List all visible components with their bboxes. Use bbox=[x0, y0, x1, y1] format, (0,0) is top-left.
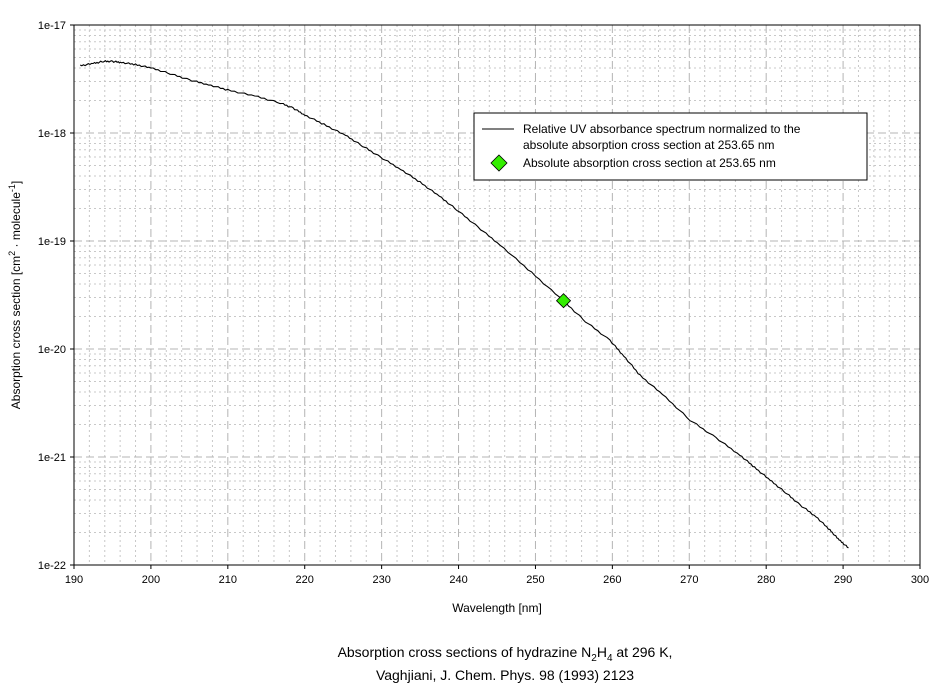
absolute-cross-section-point bbox=[555, 293, 572, 309]
x-tick-label: 260 bbox=[603, 574, 621, 586]
x-tick-label: 200 bbox=[142, 574, 160, 586]
y-tick-label: 1e-21 bbox=[38, 452, 66, 464]
caption-line-1: Absorption cross sections of hydrazine N… bbox=[338, 644, 673, 664]
legend-diamond-swatch bbox=[490, 154, 508, 172]
grid bbox=[73, 24, 921, 566]
y-tick-label: 1e-17 bbox=[38, 20, 66, 32]
y-tick-label: 1e-20 bbox=[38, 344, 66, 356]
x-tick-label: 300 bbox=[911, 574, 929, 586]
y-tick-label: 1e-22 bbox=[38, 560, 66, 572]
x-axis-label: Wavelength [nm] bbox=[452, 601, 542, 615]
x-tick-label: 230 bbox=[372, 574, 390, 586]
legend-entry-2: Absolute absorption cross section at 253… bbox=[523, 156, 776, 170]
legend: Relative UV absorbance spectrum normaliz… bbox=[473, 112, 868, 181]
caption-line-2: Vaghjiani, J. Chem. Phys. 98 (1993) 2123 bbox=[376, 667, 634, 683]
legend-box bbox=[473, 112, 868, 181]
y-tick-label: 1e-18 bbox=[38, 128, 66, 140]
axis-ticks: 190 200 210 220 230 240 250 260 270 280 290 300 1e-2… bbox=[38, 20, 929, 586]
x-tick-label: 240 bbox=[449, 574, 467, 586]
y-axis-label: Absorption cross section [cm2 · molecule… bbox=[7, 181, 23, 409]
spectrum-line bbox=[79, 60, 849, 549]
x-tick-label: 250 bbox=[526, 574, 544, 586]
legend-entry-1-line2: absolute absorption cross section at 253… bbox=[523, 138, 774, 152]
x-tick-label: 270 bbox=[680, 574, 698, 586]
x-tick-label: 220 bbox=[296, 574, 314, 586]
x-tick-label: 190 bbox=[65, 574, 83, 586]
x-tick-label: 290 bbox=[834, 574, 852, 586]
y-tick-label: 1e-19 bbox=[38, 236, 66, 248]
legend-entry-1-line1: Relative UV absorbance spectrum normaliz… bbox=[523, 122, 801, 136]
spectrum-series bbox=[79, 60, 849, 549]
x-tick-label: 280 bbox=[757, 574, 775, 586]
x-tick-label: 210 bbox=[219, 574, 237, 586]
plot-frame bbox=[73, 24, 921, 566]
